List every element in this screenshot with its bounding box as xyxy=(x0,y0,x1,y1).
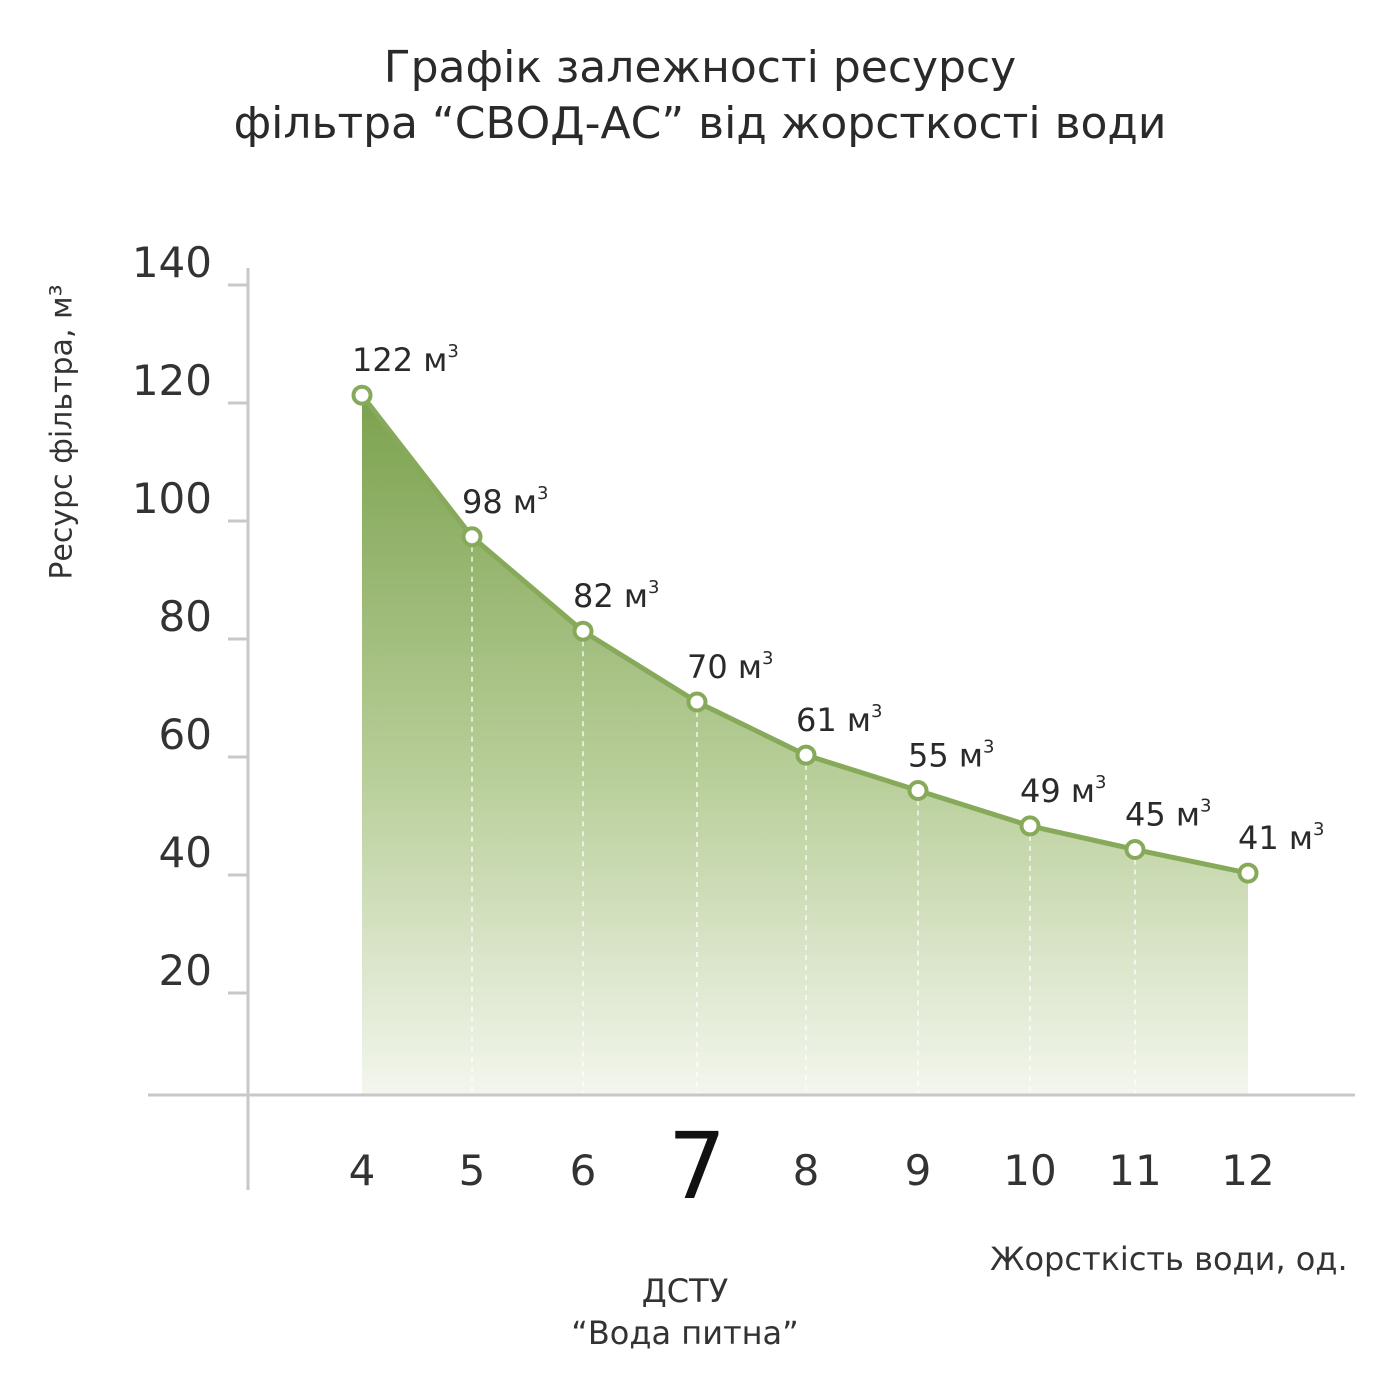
x-axis-label: Жорсткість води, од. xyxy=(990,1240,1348,1278)
x-tick-label: 6 xyxy=(570,1146,597,1195)
data-point xyxy=(351,384,373,406)
y-tick-label: 140 xyxy=(132,238,212,287)
data-label: 55 м3 xyxy=(908,737,994,775)
y-tick-label: 60 xyxy=(159,710,212,759)
data-label: 82 м3 xyxy=(573,577,659,615)
data-label: 61 м3 xyxy=(796,701,882,739)
data-label: 41 м3 xyxy=(1238,819,1324,857)
x-tick-label: 8 xyxy=(793,1146,820,1195)
data-point xyxy=(461,526,483,548)
data-point xyxy=(572,620,594,642)
data-point xyxy=(1019,815,1041,837)
y-tick-label: 100 xyxy=(132,474,212,523)
data-point xyxy=(795,744,817,766)
y-tick-label: 120 xyxy=(132,356,212,405)
x-tick-label: 10 xyxy=(1003,1146,1056,1195)
data-point xyxy=(907,780,929,801)
data-label: 98 м3 xyxy=(462,483,548,521)
standard-note-line-1: ДСТУ xyxy=(641,1272,729,1310)
x-tick-label: 11 xyxy=(1108,1146,1161,1195)
standard-note-line-2: “Вода питна” xyxy=(571,1314,799,1352)
chart-title-line-1: Графік залежності ресурсу xyxy=(383,42,1017,93)
x-tick-label: 4 xyxy=(349,1146,376,1195)
x-tick-label: 12 xyxy=(1221,1146,1274,1195)
standard-note: ДСТУ “Вода питна” xyxy=(530,1270,840,1354)
data-label: 45 м3 xyxy=(1125,796,1211,834)
chart-title: Графік залежності ресурсу фільтра “СВОД-… xyxy=(0,40,1400,152)
data-label: 70 м3 xyxy=(687,648,773,686)
data-label: 122 м3 xyxy=(352,341,459,379)
data-point xyxy=(1237,862,1259,884)
data-point xyxy=(1124,839,1146,860)
x-tick-label-highlight: 7 xyxy=(668,1113,727,1220)
y-tick-label: 80 xyxy=(159,592,212,641)
y-tick-label: 20 xyxy=(159,946,212,995)
area-fill xyxy=(362,395,1248,1095)
data-label: 49 м3 xyxy=(1020,772,1106,810)
x-tick-label: 5 xyxy=(459,1146,486,1195)
data-point xyxy=(686,691,708,713)
y-tick-label: 40 xyxy=(159,828,212,877)
x-tick-label: 9 xyxy=(905,1146,932,1195)
chart-title-line-2: фільтра “СВОД-АС” від жорсткості води xyxy=(233,98,1167,149)
